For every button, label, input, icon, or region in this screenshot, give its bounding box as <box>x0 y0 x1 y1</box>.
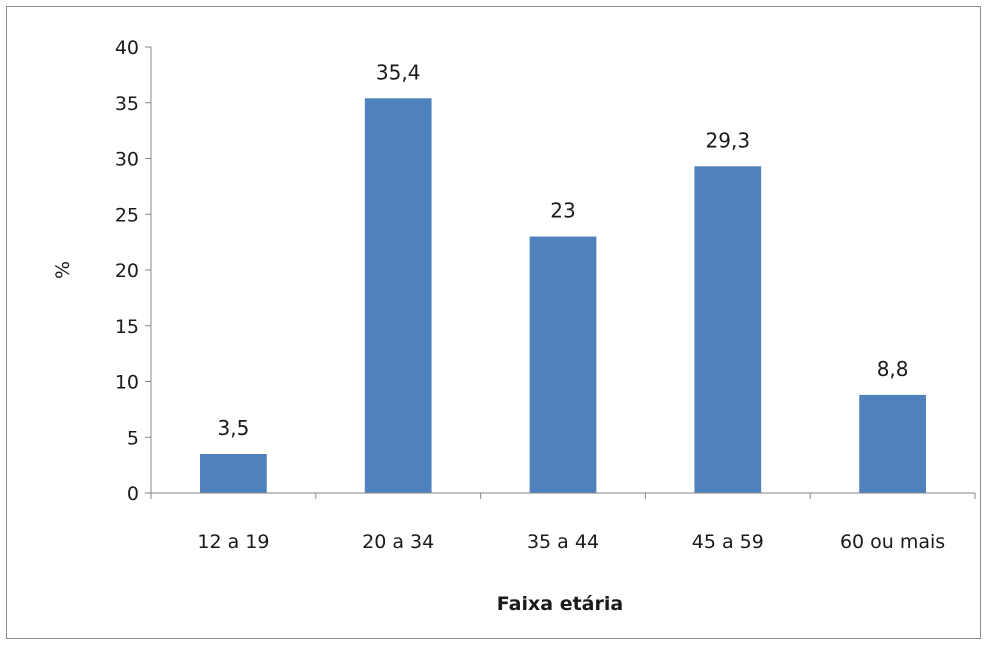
x-category-label: 12 a 19 <box>197 531 269 553</box>
bar-data-label: 29,3 <box>706 128 751 152</box>
bar-data-label: 35,4 <box>376 60 421 84</box>
bar-data-label: 23 <box>550 199 575 223</box>
y-tick-label: 5 <box>127 427 139 449</box>
bar-series <box>200 98 926 494</box>
x-axis-ticks: 12 a 19 20 a 34 35 a 44 45 a 59 60 ou mais <box>150 493 976 553</box>
x-category-label: 35 a 44 <box>527 531 599 553</box>
y-tick-label: 25 <box>115 204 139 226</box>
y-tick-label: 30 <box>115 149 139 171</box>
x-category-label: 45 a 59 <box>692 531 764 553</box>
bar <box>364 98 432 493</box>
bar <box>694 166 762 493</box>
x-category-label: 60 ou mais <box>840 531 945 553</box>
chart-frame <box>6 6 981 639</box>
y-tick-label: 20 <box>115 260 139 282</box>
y-axis-title: % <box>52 261 74 279</box>
bar <box>859 394 926 493</box>
y-axis-ticks: 0 5 10 15 20 25 30 35 40 <box>115 37 151 505</box>
y-tick-label: 0 <box>127 483 139 505</box>
bar <box>529 236 597 494</box>
bar-data-label: 8,8 <box>877 357 909 381</box>
y-tick-label: 15 <box>115 316 139 338</box>
y-tick-label: 40 <box>115 37 139 59</box>
bar <box>200 453 267 493</box>
bar-data-label: 3,5 <box>217 416 249 440</box>
data-labels: 3,5 35,4 23 29,3 8,8 <box>217 60 908 440</box>
x-axis-title: Faixa etária <box>497 593 623 615</box>
y-tick-label: 10 <box>115 372 139 394</box>
x-category-label: 20 a 34 <box>362 531 434 553</box>
y-tick-label: 35 <box>115 93 139 115</box>
